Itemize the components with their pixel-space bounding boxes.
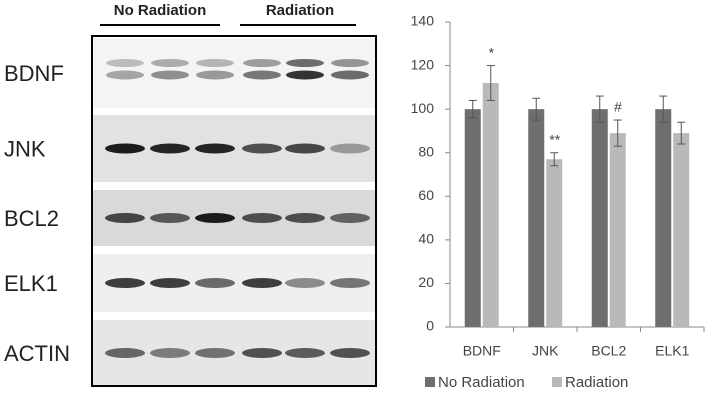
blot-band bbox=[150, 278, 190, 288]
significance-marker: ** bbox=[549, 131, 560, 147]
blot-band bbox=[242, 278, 282, 288]
legend-label: Radiation bbox=[565, 374, 628, 391]
y-tick-label: 0 bbox=[426, 318, 434, 334]
error-bar bbox=[532, 97, 541, 121]
row-label: BCL2 bbox=[4, 206, 59, 231]
blot-band bbox=[242, 348, 282, 358]
blot-frame bbox=[91, 35, 377, 387]
row-label: ACTIN bbox=[4, 341, 70, 366]
row-label: BDNF bbox=[4, 61, 64, 86]
bar bbox=[591, 109, 608, 328]
legend-swatch bbox=[552, 377, 562, 387]
blot-band bbox=[106, 59, 144, 67]
blot-band bbox=[330, 278, 370, 288]
bar bbox=[464, 109, 481, 328]
x-tick-label: BCL2 bbox=[591, 343, 626, 359]
y-tick-label: 100 bbox=[411, 100, 435, 116]
significance-marker: # bbox=[614, 99, 622, 115]
x-tick-label: JNK bbox=[532, 343, 559, 359]
y-tick-label: 60 bbox=[418, 187, 434, 203]
y-tick-label: 80 bbox=[418, 143, 434, 159]
bar bbox=[673, 133, 690, 327]
blot-band bbox=[196, 59, 234, 67]
blot-panel: No Radiation Radiation bbox=[100, 2, 356, 26]
y-tick-label: 20 bbox=[418, 274, 434, 290]
blot-band bbox=[105, 348, 145, 358]
blot-band bbox=[105, 143, 145, 154]
blot-band bbox=[106, 70, 144, 80]
blot-band bbox=[242, 143, 282, 154]
blot-band bbox=[105, 213, 145, 223]
error-bar bbox=[659, 95, 668, 123]
blot-row bbox=[93, 38, 375, 108]
bar bbox=[528, 109, 545, 328]
blot-band bbox=[151, 70, 189, 80]
row-label: JNK bbox=[4, 136, 46, 161]
error-bar bbox=[486, 65, 495, 101]
error-bar bbox=[613, 119, 622, 147]
blot-band bbox=[285, 213, 325, 223]
blot-band bbox=[331, 70, 369, 80]
group-label: No Radiation bbox=[114, 2, 207, 19]
error-bar bbox=[595, 95, 604, 123]
blot-band bbox=[150, 348, 190, 358]
y-tick-label: 140 bbox=[411, 13, 435, 29]
group-label: Radiation bbox=[266, 2, 334, 19]
y-tick-label: 40 bbox=[418, 231, 434, 247]
blot-band bbox=[285, 143, 325, 154]
row-label: ELK1 bbox=[4, 271, 58, 296]
blot-band bbox=[243, 59, 281, 67]
blot-band bbox=[195, 213, 235, 223]
blot-band bbox=[195, 278, 235, 288]
blot-band bbox=[105, 278, 145, 288]
bar bbox=[482, 83, 499, 327]
blot-band bbox=[285, 348, 325, 358]
blot-band bbox=[150, 213, 190, 223]
error-bar bbox=[677, 121, 686, 145]
blot-band bbox=[285, 278, 325, 288]
bar bbox=[655, 109, 672, 328]
legend-swatch bbox=[425, 377, 435, 387]
blot-band bbox=[286, 59, 324, 67]
error-bar bbox=[468, 99, 477, 119]
blot-band bbox=[150, 143, 190, 154]
blot-band bbox=[330, 348, 370, 358]
legend-label: No Radiation bbox=[438, 374, 525, 391]
x-tick-label: ELK1 bbox=[655, 343, 689, 359]
blot-band bbox=[243, 70, 281, 80]
blot-band bbox=[242, 213, 282, 223]
blot-band bbox=[195, 348, 235, 358]
blot-band bbox=[286, 70, 324, 80]
x-tick-label: BDNF bbox=[463, 343, 501, 359]
blot-band bbox=[196, 70, 234, 80]
y-tick-label: 120 bbox=[411, 56, 435, 72]
bar bbox=[546, 159, 563, 327]
blot-band bbox=[151, 59, 189, 67]
blot-band bbox=[331, 59, 369, 67]
bar bbox=[609, 133, 626, 327]
blot-band bbox=[330, 143, 370, 154]
blot-band bbox=[330, 213, 370, 223]
significance-marker: * bbox=[488, 44, 494, 60]
error-bar bbox=[550, 152, 559, 167]
blot-band bbox=[195, 143, 235, 154]
